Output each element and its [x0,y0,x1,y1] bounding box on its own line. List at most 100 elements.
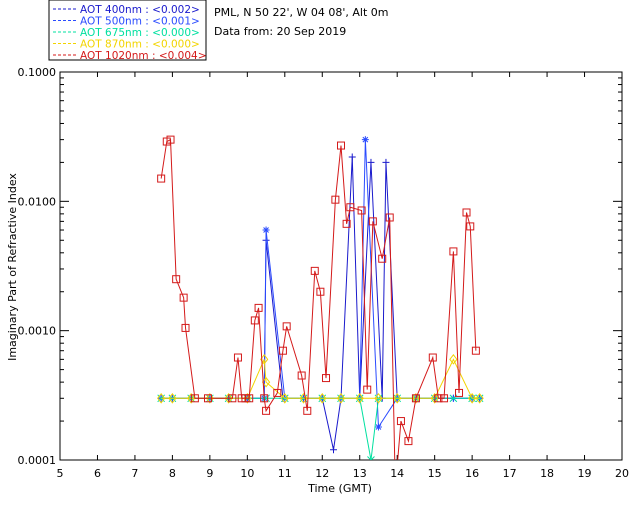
data-point [455,388,464,397]
data-point [357,206,366,215]
data-point [449,354,458,365]
data-point [411,392,421,404]
legend-label: AOT 500nm : <0.001> [80,16,200,28]
x-tick-label: 14 [390,467,404,480]
series-line [161,157,480,450]
legend: AOT 400nm : <0.002>AOT 500nm : <0.001>AO… [48,0,207,62]
data-point [203,394,212,403]
series-line [160,138,477,460]
plot-frame [59,71,623,461]
data-point [466,222,475,231]
data-point [322,374,331,383]
data-point [297,371,306,380]
series-line [161,358,480,399]
data-point [348,153,356,161]
data-point [280,392,289,404]
data-point [282,322,291,331]
data-point [363,385,372,394]
data-point [260,394,269,403]
data-point [374,392,383,404]
data-point [181,323,190,332]
data-point [434,394,443,403]
x-tick-label: 6 [94,467,101,480]
data-point [166,135,175,144]
legend-label: AOT 870nm : <0.000> [80,39,200,51]
x-tick-label: 10 [240,467,254,480]
data-point [228,394,237,403]
legend-label: AOT 400nm : <0.002> [80,4,200,16]
data-point [337,141,345,150]
data-point [254,303,263,312]
data-point [411,394,420,403]
data-point [190,394,199,403]
legend-box [48,0,207,61]
data-point [393,392,402,404]
x-tick-label: 5 [57,467,64,480]
data-point [367,456,375,460]
series-asterisk [157,136,484,431]
x-tick-label: 12 [315,467,329,480]
data-point [440,394,449,403]
x-tick-label: 18 [540,467,554,480]
x-tick-label: 15 [428,467,442,480]
data-point [428,353,437,362]
x-tick-label: 16 [465,467,479,480]
data-point [273,388,282,397]
data-point [361,136,369,144]
data-point [331,195,340,204]
data-point [346,203,355,212]
x-tick-label: 11 [278,467,292,480]
data-point [385,213,394,222]
y-axis-label: Imaginary Part of Refractive Index [6,173,19,361]
data-point [330,446,338,454]
data-point [336,392,346,404]
data-point [462,208,471,217]
data-point [168,392,177,404]
data-point [382,158,390,166]
data-point [157,392,166,404]
data-point [172,275,181,284]
data-point [316,287,325,296]
data-point [404,437,413,446]
data-point [299,392,308,404]
series-cross [157,394,484,460]
series-line [161,397,480,460]
data-point [224,392,233,404]
data-point [467,392,477,404]
y-tick-label: 0.1000 [18,66,57,79]
data-point [186,392,196,404]
data-point [262,406,271,415]
y-tick-label: 0.0001 [18,454,57,467]
chart-title-line-1: PML, N 50 22', W 04 08', Alt 0m [214,6,388,19]
data-point [250,316,259,325]
data-point [261,376,271,388]
data-point [318,392,327,404]
series-plus [157,153,484,454]
data-point [374,423,382,431]
data-point [396,417,405,426]
data-point [475,392,484,404]
data-point [378,254,387,263]
data-point [205,392,215,404]
data-point [342,219,351,228]
data-point [245,394,254,403]
y-tick-label: 0.0100 [18,195,57,208]
x-tick-label: 19 [578,467,592,480]
data-point [278,346,287,355]
legend-label: AOT 1020nm : <0.004> [80,50,207,62]
data-point [233,353,242,362]
legend-label: AOT 675nm : <0.000> [80,27,200,39]
x-tick-label: 17 [503,467,517,480]
y-tick-label: 0.0010 [18,325,57,338]
data-point [368,217,377,226]
data-point [392,485,399,492]
x-axis-label: Time (GMT) [307,482,372,495]
data-point [157,174,166,183]
series-square [157,135,480,492]
data-point [179,293,188,302]
data-point [449,247,458,256]
data-point [355,392,364,404]
data-point [475,394,484,403]
x-tick-label: 7 [131,467,138,480]
